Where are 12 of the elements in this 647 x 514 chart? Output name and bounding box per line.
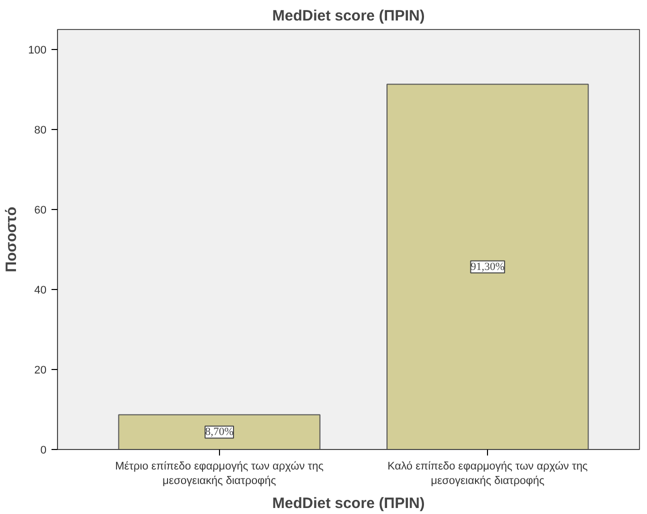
chart-title: MedDiet score (ΠΡΙΝ) [272,8,425,24]
y-tick-label: 20 [34,364,47,376]
y-tick-label: 0 [40,444,47,456]
x-axis-title: MedDiet score (ΠΡΙΝ) [272,494,425,512]
x-tick-label: Μέτριο επίπεδο εφαρμογής των αρχών της μεσογειακής διατροφής [115,460,324,487]
y-tick-label: 100 [28,44,47,56]
y-axis-title: Ποσοστό [3,206,20,272]
y-tick-label: 60 [34,204,47,216]
x-tick-label: Καλό επίπεδο εφαρμογής των αρχών της μεσογειακής διατροφής [388,460,588,487]
y-tick-label: 80 [34,124,47,136]
y-tick-label: 40 [34,284,47,296]
data-label: 8,70% [205,426,234,438]
